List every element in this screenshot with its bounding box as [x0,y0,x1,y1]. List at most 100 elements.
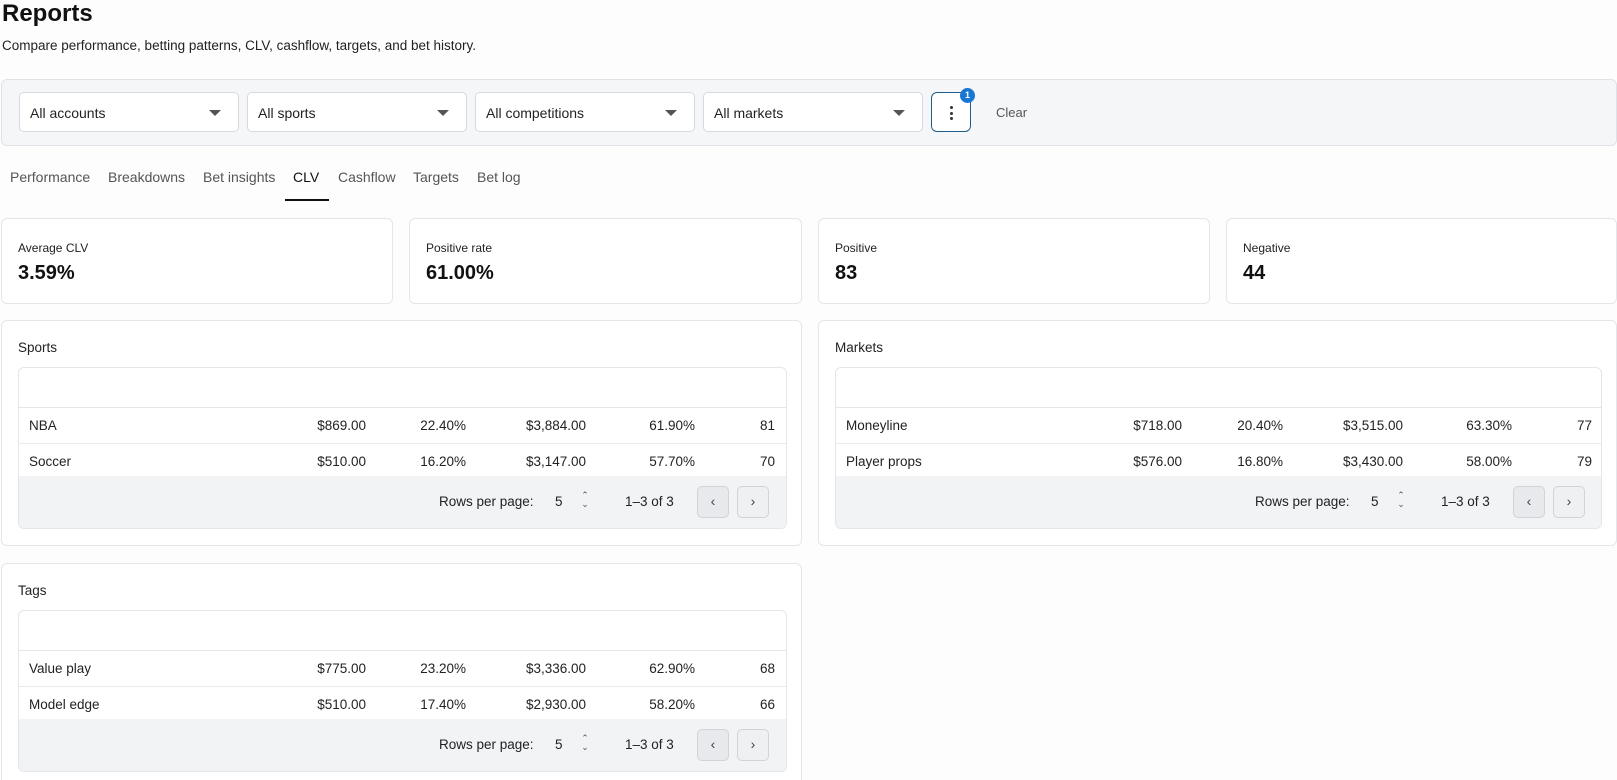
markets-select-value: All markets [714,105,784,121]
tab-cashflow[interactable]: Cashflow [338,169,396,185]
stat-value: 3.59% [18,262,75,284]
cell-name: Moneyline [846,418,908,433]
tab-clv[interactable]: CLV [293,169,320,185]
cell-value: 57.70% [649,454,695,469]
cell-name: Model edge [29,697,100,712]
table-header [19,611,786,651]
markets-section: Markets Moneyline $718.00 20.40% $3,515.… [818,320,1617,546]
page-range: 1–3 of 3 [625,494,674,509]
cell-value: 68 [759,661,775,676]
tab-breakdowns[interactable]: Breakdowns [108,169,186,185]
stat-card-positive-rate: Positive rate 61.00% [409,218,802,304]
stat-card-positive: Positive 83 [818,218,1210,304]
rows-per-page-select[interactable]: 5 [555,737,563,752]
table-header [836,368,1601,408]
cell-value: 66 [759,697,775,712]
tab-bet-log[interactable]: Bet log [477,169,521,185]
clear-filters-button[interactable]: Clear [996,105,1028,120]
page-range: 1–3 of 3 [1441,494,1490,509]
markets-table: Moneyline $718.00 20.40% $3,515.00 63.30… [835,367,1602,529]
cell-value: 58.20% [649,697,695,712]
updown-icon[interactable]: ⌃ ⌄ [581,490,589,509]
cell-value: $3,430.00 [1342,454,1403,469]
stat-value: 83 [835,262,858,284]
competitions-select[interactable]: All competitions [475,92,695,132]
tab-performance[interactable]: Performance [10,169,91,185]
cell-value: 70 [759,454,775,469]
table-header [19,368,786,408]
tab-bet-insights[interactable]: Bet insights [203,169,276,185]
cell-value: 63.30% [1466,418,1512,433]
table-row[interactable]: Soccer $510.00 16.20% $3,147.00 57.70% 7… [19,444,786,480]
previous-page-button[interactable]: ‹ [697,486,729,518]
more-vertical-icon [950,106,953,120]
cell-value: $3,515.00 [1342,418,1403,433]
report-tabs: Performance Breakdowns Bet insights CLV … [0,164,560,202]
table-row[interactable]: Value play $775.00 23.20% $3,336.00 62.9… [19,651,786,687]
filter-count-badge: 1 [960,88,975,103]
sports-select-value: All sports [258,105,316,121]
section-title: Sports [18,340,58,355]
rows-per-page-select[interactable]: 5 [555,494,563,509]
table-row[interactable]: Model edge $510.00 17.40% $2,930.00 58.2… [19,687,786,723]
page-title: Reports [2,0,93,27]
cell-name: NBA [29,418,57,433]
previous-page-button[interactable]: ‹ [697,729,729,761]
cell-value: $718.00 [1133,418,1182,433]
stat-label: Average CLV [18,241,89,255]
filter-bar: All accounts All sports All competitions… [1,79,1617,146]
stat-value: 61.00% [426,262,494,284]
next-page-button[interactable]: › [1553,486,1585,518]
cell-value: $3,884.00 [525,418,586,433]
cell-value: $3,147.00 [525,454,586,469]
page-subtitle: Compare performance, betting patterns, C… [2,38,477,53]
cell-value: 62.90% [649,661,695,676]
tab-targets[interactable]: Targets [413,169,459,185]
chevron-right-icon: › [750,736,756,752]
cell-value: $510.00 [317,697,366,712]
chevron-left-icon: ‹ [710,736,716,752]
next-page-button[interactable]: › [737,729,769,761]
table-pagination: Rows per page: 5 ⌃ ⌄ 1–3 of 3 ‹ › [836,476,1601,528]
next-page-button[interactable]: › [737,486,769,518]
cell-value: 61.90% [649,418,695,433]
previous-page-button[interactable]: ‹ [1513,486,1545,518]
chevron-right-icon: › [1566,493,1572,509]
table-row[interactable]: NBA $869.00 22.40% $3,884.00 61.90% 81 [19,408,786,444]
cell-name: Value play [29,661,92,676]
cell-value: $576.00 [1133,454,1182,469]
cell-value: 16.80% [1237,454,1283,469]
caret-down-icon [893,110,905,116]
rows-per-page-label: Rows per page: [439,494,534,509]
cell-value: 77 [1576,418,1592,433]
accounts-select[interactable]: All accounts [19,92,239,132]
stat-value: 44 [1243,262,1266,284]
active-tab-indicator [285,199,329,201]
cell-name: Soccer [29,454,72,469]
updown-icon[interactable]: ⌃ ⌄ [581,733,589,752]
stat-card-average-clv: Average CLV 3.59% [1,218,393,304]
cell-value: $869.00 [317,418,366,433]
stat-label: Positive [835,241,878,255]
sports-select[interactable]: All sports [247,92,467,132]
stat-label: Negative [1243,241,1291,255]
cell-value: $3,336.00 [525,661,586,676]
updown-icon[interactable]: ⌃ ⌄ [1397,490,1405,509]
accounts-select-value: All accounts [30,105,106,121]
cell-name: Player props [846,454,922,469]
section-title: Markets [835,340,884,355]
table-pagination: Rows per page: 5 ⌃ ⌄ 1–3 of 3 ‹ › [19,719,786,771]
cell-value: 22.40% [420,418,466,433]
table-row[interactable]: Player props $576.00 16.80% $3,430.00 58… [836,444,1601,480]
cell-value: 17.40% [420,697,466,712]
caret-down-icon [437,110,449,116]
markets-select[interactable]: All markets [703,92,923,132]
cell-value: 58.00% [1466,454,1512,469]
table-row[interactable]: Moneyline $718.00 20.40% $3,515.00 63.30… [836,408,1601,444]
cell-value: 16.20% [420,454,466,469]
rows-per-page-label: Rows per page: [439,737,534,752]
rows-per-page-select[interactable]: 5 [1371,494,1379,509]
table-pagination: Rows per page: 5 ⌃ ⌄ 1–3 of 3 ‹ › [19,476,786,528]
caret-down-icon [665,110,677,116]
cell-value: $775.00 [317,661,366,676]
